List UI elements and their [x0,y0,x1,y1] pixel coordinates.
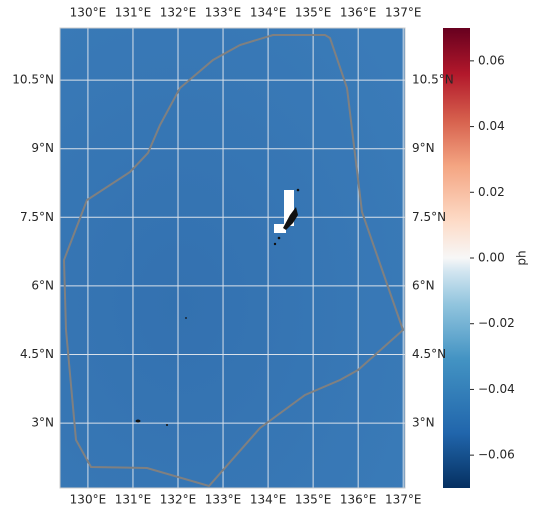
lon-label-top: 135°E [295,6,332,20]
colorbar-tick-label: −0.06 [478,448,515,462]
colorbar-label: ph [515,250,529,265]
colorbar-tick-label: 0.02 [478,185,505,199]
lon-label-top: 134°E [250,6,287,20]
lat-label-right: 6°N [412,278,435,292]
lon-label-bottom: 136°E [340,493,377,507]
colorbar-tick-label: 0.06 [478,53,505,67]
colorbar-tick-label: −0.04 [478,382,515,396]
lon-label-top: 133°E [205,6,242,20]
lon-label-bottom: 134°E [250,493,287,507]
lon-label-top: 132°E [160,6,197,20]
graticule [60,28,405,488]
lat-label-right: 10.5°N [412,73,454,87]
lat-label-right: 4.5°N [412,347,446,361]
lon-label-bottom: 135°E [295,493,332,507]
lon-label-top: 137°E [385,6,422,20]
colorbar [443,28,470,488]
lon-label-top: 136°E [340,6,377,20]
lon-label-top: 131°E [115,6,152,20]
lon-label-bottom: 131°E [115,493,152,507]
lat-label-right: 7.5°N [412,210,446,224]
lon-label-bottom: 130°E [70,493,107,507]
lon-label-bottom: 132°E [160,493,197,507]
map-frame [59,27,406,489]
lat-label-left: 6°N [31,278,54,292]
ph-field [60,28,405,488]
colorbar-tick-label: −0.02 [478,316,515,330]
lat-label-left: 4.5°N [20,347,54,361]
lat-label-right: 9°N [412,141,435,155]
lon-label-bottom: 137°E [385,493,422,507]
lat-label-left: 3°N [31,416,54,430]
eez-boundary [62,34,405,488]
colorbar-tick-label: 0.04 [478,119,505,133]
colorbar-tick-label: 0.00 [478,251,505,265]
lat-label-left: 9°N [31,141,54,155]
lat-label-left: 10.5°N [12,73,54,87]
lat-label-left: 7.5°N [20,210,54,224]
land-mask [135,188,300,426]
lon-label-top: 130°E [70,6,107,20]
lat-label-right: 3°N [412,416,435,430]
lon-label-bottom: 133°E [205,493,242,507]
